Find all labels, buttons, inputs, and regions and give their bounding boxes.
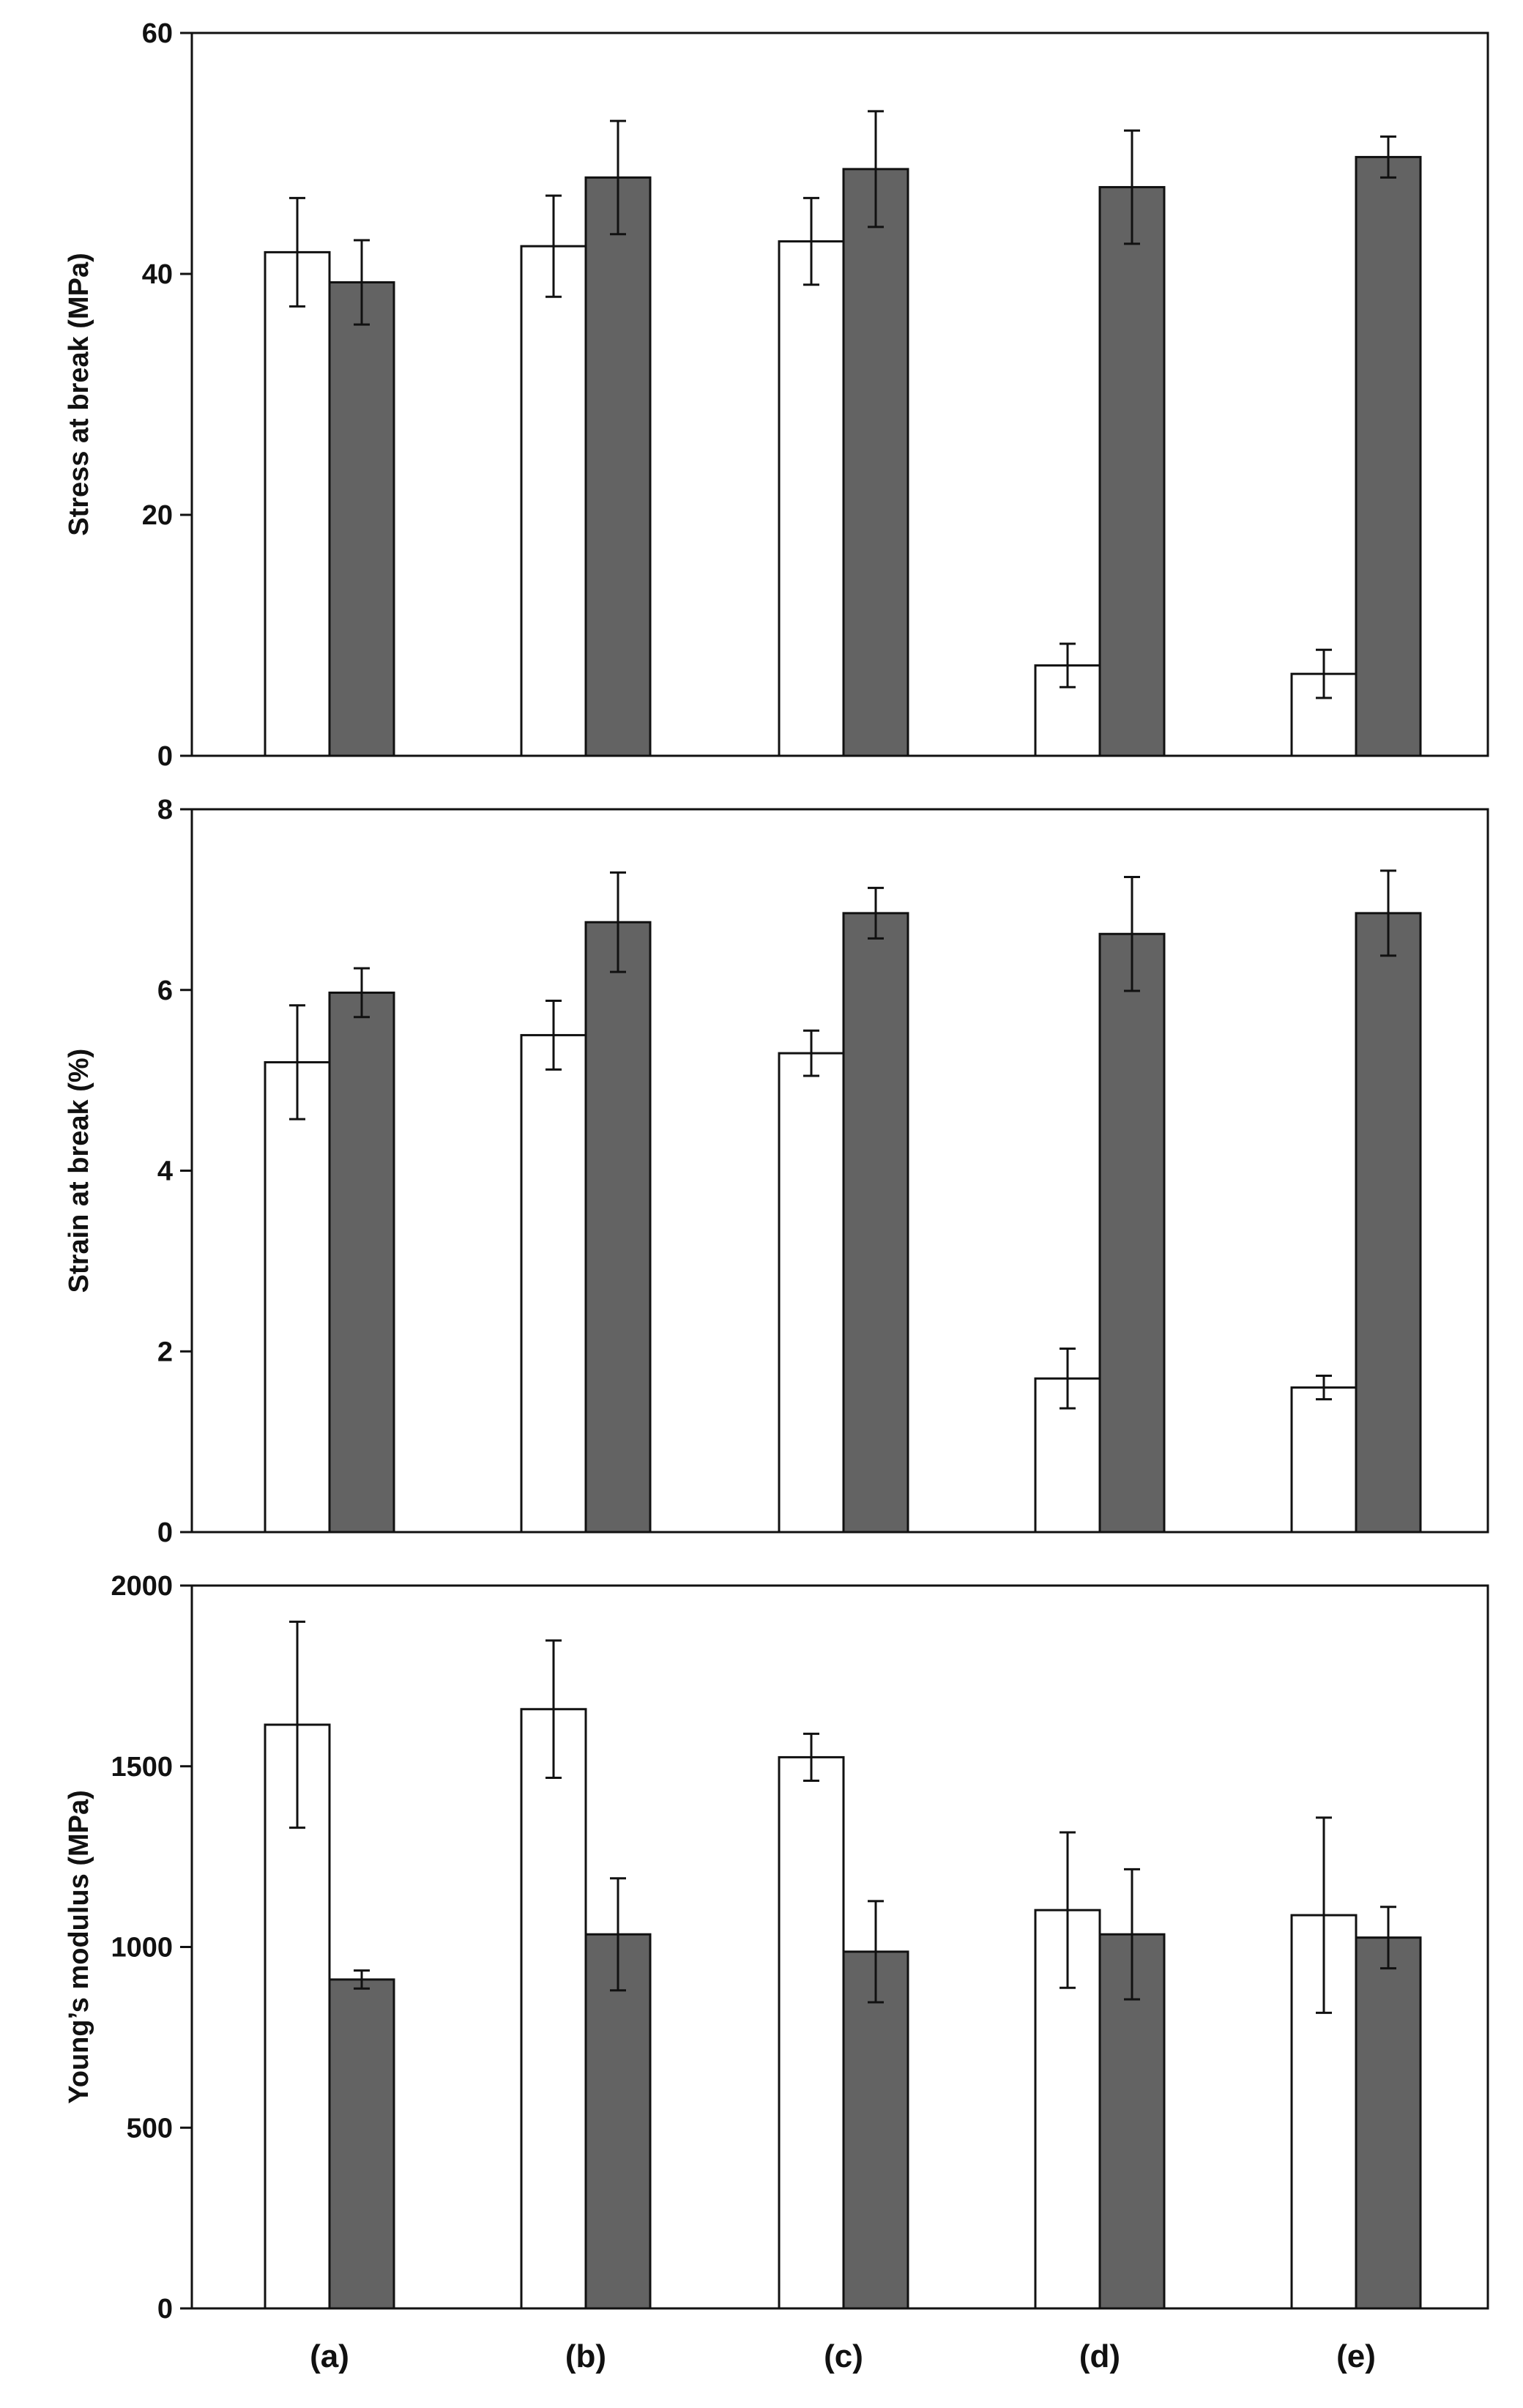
y-tick-label: 0 [157,2294,173,2325]
y-tick-label: 0 [157,1517,173,1548]
y-tick-label: 500 [127,2113,173,2144]
stress-at-break-panel: 0 20 40 60 Stress at break (MPa) [64,18,1489,772]
bar-open [264,1060,331,1534]
y-axis-title: Young’s modulus (MPa) [64,1790,94,2104]
bar-filled [328,281,395,757]
bar-filled [328,991,395,1534]
y-tick-label: 20 [142,500,173,531]
bar-open [1034,1909,1101,2310]
y-tick-label: 0 [157,741,173,772]
bar-open [520,1033,587,1534]
y-tick-label: 2 [157,1337,173,1367]
bar-filled [584,176,652,757]
x-category-label: (d) [1079,2338,1120,2374]
y-axis-title: Stress at break (MPa) [64,253,94,536]
bar-filled [1355,1936,1422,2310]
y-tick-label: 60 [142,18,173,49]
y-tick-label: 4 [157,1156,173,1187]
bar-open [520,245,587,757]
x-category-label: (e) [1336,2338,1376,2374]
bar-open [1290,1386,1358,1534]
x-category-label: (a) [310,2338,349,2374]
bar-open [778,1052,845,1534]
y-tick-label: 40 [142,259,173,290]
y-tick-label: 1000 [111,1933,173,1963]
y-tick-label: 6 [157,976,173,1006]
y-tick-label: 1500 [111,1752,173,1783]
bar-filled [1355,155,1422,757]
bar-filled [328,1978,395,2310]
bar-open [778,240,845,757]
bar-open [520,1708,587,2310]
strain-at-break-panel: 0 2 4 6 8 Strain at break (%) [64,795,1489,1548]
bar-filled [584,921,652,1534]
bar-filled [1355,912,1422,1534]
bar-open [264,250,331,757]
x-category-label: (c) [824,2338,863,2374]
bar-filled [842,912,909,1534]
y-axis-title: Strain at break (%) [64,1049,94,1293]
bar-filled [842,168,909,757]
bar-open [778,1755,845,2310]
youngs-modulus-panel: 0 500 1000 1500 2000 Young’s modulus (MPa) (a)… [64,1571,1489,2374]
y-tick-label: 2000 [111,1571,173,1602]
bar-filled [1098,186,1166,757]
bar-filled [584,1933,652,2310]
bar-filled [842,1950,909,2310]
y-tick-label: 8 [157,795,173,825]
bar-filled [1098,932,1166,1534]
x-category-label: (b) [565,2338,606,2374]
